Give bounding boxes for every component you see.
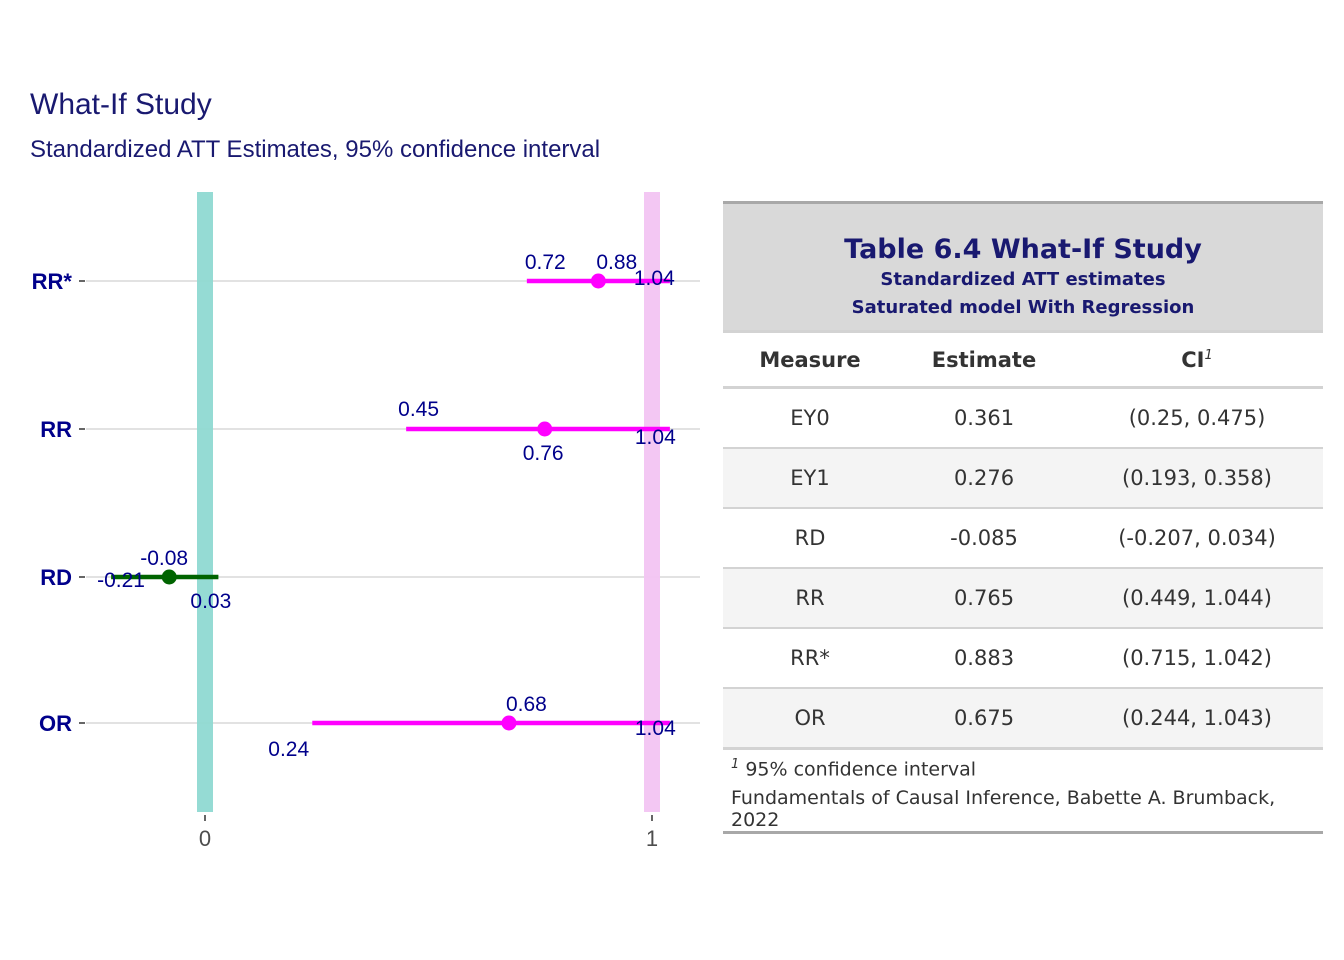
ci-lower-label: -0.21 (97, 569, 145, 592)
ci-cell: (-0.207, 0.034) (1071, 508, 1323, 569)
y-category-label: RR* (32, 269, 73, 294)
estimate-label: 0.68 (506, 693, 547, 716)
estimate-cell: 0.276 (897, 448, 1071, 509)
plot-title: What-If Study (30, 88, 212, 121)
reference-band (197, 192, 213, 812)
table-row: RR* 0.883 (0.715, 1.042) (723, 628, 1323, 689)
measure-cell: EY0 (723, 387, 897, 449)
ci-cell: (0.449, 1.044) (1071, 568, 1323, 629)
table-subtitle-line: Standardized ATT estimates (880, 269, 1166, 290)
estimate-cell: 0.361 (897, 387, 1071, 449)
footnote-marker: 1 (731, 756, 740, 772)
ci-lower-label: 0.24 (268, 738, 309, 761)
estimate-cell: 0.765 (897, 568, 1071, 629)
estimate-cell: -0.085 (897, 508, 1071, 569)
column-header-ci: CI1 (1071, 331, 1323, 389)
table-row: RD -0.085 (-0.207, 0.034) (723, 508, 1323, 569)
measure-cell: RR (723, 568, 897, 629)
table-footnote: 1 95% confidence interval (723, 749, 1323, 788)
estimate-cell: 0.883 (897, 628, 1071, 689)
x-tick-label: 0 (199, 826, 211, 851)
column-header-measure: Measure (723, 331, 897, 389)
measure-cell: EY1 (723, 448, 897, 509)
table-title: Table 6.4 What-If Study (723, 202, 1323, 266)
ci-upper-label: 0.03 (190, 590, 231, 613)
column-header-estimate: Estimate (897, 331, 1071, 389)
ci-cell: (0.244, 1.043) (1071, 688, 1323, 750)
results-table: Table 6.4 What-If Study Standardized ATT… (723, 201, 1323, 834)
measure-cell: OR (723, 688, 897, 750)
table-subtitle: Standardized ATT estimates Saturated mod… (723, 266, 1323, 333)
table-row: RR 0.765 (0.449, 1.044) (723, 568, 1323, 629)
table-row: EY1 0.276 (0.193, 0.358) (723, 448, 1323, 509)
source-note: Fundamentals of Causal Inference, Babett… (731, 787, 1276, 831)
ci-cell: (0.25, 0.475) (1071, 387, 1323, 449)
ci-upper-label: 1.04 (634, 267, 675, 290)
ci-lower-label: 0.72 (525, 251, 566, 274)
point-estimate (501, 715, 517, 731)
ci-upper-label: 1.04 (635, 717, 676, 740)
reference-band (644, 192, 660, 812)
ci-cell: (0.715, 1.042) (1071, 628, 1323, 689)
estimate-label: 0.76 (523, 442, 564, 465)
point-estimate (161, 569, 177, 585)
ci-upper-label: 1.04 (635, 426, 676, 449)
measure-cell: RR* (723, 628, 897, 689)
y-category-label: OR (39, 711, 72, 736)
x-tick-label: 1 (646, 826, 658, 851)
column-header-ci-label: CI (1181, 347, 1205, 372)
point-estimate (537, 421, 553, 437)
table-subtitle-line: Saturated model With Regression (851, 297, 1195, 318)
plot-subtitle: Standardized ATT Estimates, 95% confiden… (30, 136, 601, 163)
footnote-text: 95% confidence interval (745, 758, 977, 781)
table-row: EY0 0.361 (0.25, 0.475) (723, 387, 1323, 449)
ci-lower-label: 0.45 (398, 398, 439, 421)
table-row: OR 0.675 (0.244, 1.043) (723, 688, 1323, 750)
ci-cell: (0.193, 0.358) (1071, 448, 1323, 509)
measure-cell: RD (723, 508, 897, 569)
y-category-label: RR (40, 417, 72, 442)
estimate-label: -0.08 (140, 547, 188, 570)
table-body: EY0 0.361 (0.25, 0.475) EY1 0.276 (0.193, 0.3… (723, 387, 1323, 750)
y-category-label: RD (40, 565, 72, 590)
point-estimate (590, 273, 606, 289)
footnote-marker: 1 (1204, 347, 1213, 363)
estimate-cell: 0.675 (897, 688, 1071, 750)
estimate-label: 0.88 (596, 251, 637, 274)
